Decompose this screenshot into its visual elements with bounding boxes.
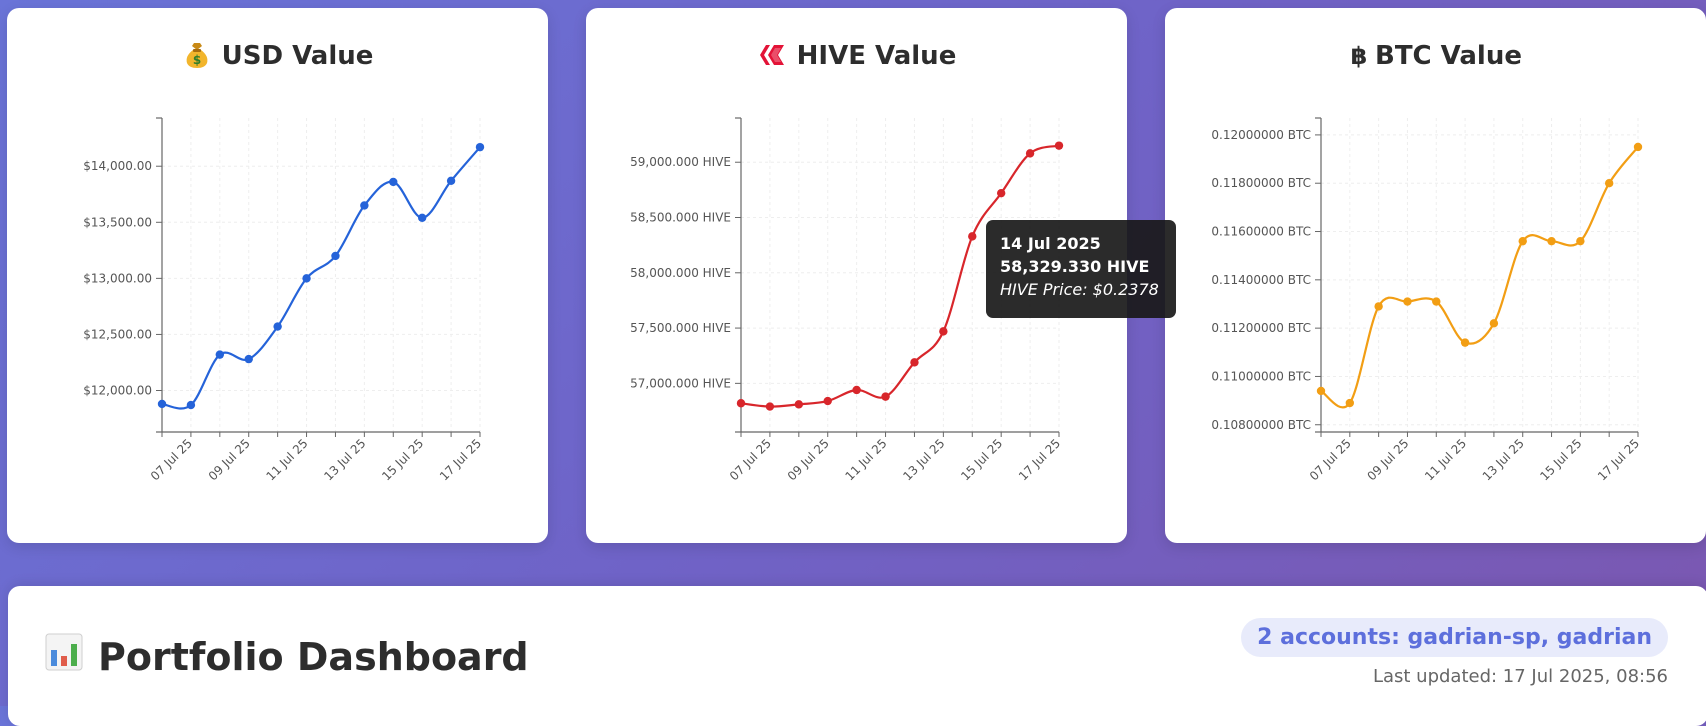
y-tick-label: 0.11600000 BTC xyxy=(1211,225,1311,239)
data-point xyxy=(1547,236,1556,246)
x-tick-label: 17 Jul 25 xyxy=(437,436,484,483)
data-point xyxy=(1432,297,1441,306)
y-tick-label: 58,500.000 HIVE xyxy=(630,211,731,225)
data-point xyxy=(475,142,485,152)
bitcoin-icon: ฿ xyxy=(1349,40,1369,70)
x-tick-label: 11 Jul 25 xyxy=(264,436,311,483)
y-tick-label: 0.12000000 BTC xyxy=(1211,128,1311,142)
x-tick-label: 09 Jul 25 xyxy=(785,436,832,483)
btc-chart-title-text: BTC Value xyxy=(1375,41,1522,71)
x-tick-label: 15 Jul 25 xyxy=(1537,436,1584,483)
hive-line-chart: 57,000.000 HIVE 57,500.000 HIVE 58,000.000… xyxy=(630,117,1064,483)
data-point xyxy=(215,350,225,359)
data-point xyxy=(1489,319,1499,328)
x-tick-label: 13 Jul 25 xyxy=(900,436,947,483)
x-tick-label: 13 Jul 25 xyxy=(321,436,368,483)
y-tick-label: 0.11200000 BTC xyxy=(1211,321,1311,335)
y-tick-label: 59,000.000 HIVE xyxy=(630,155,731,169)
data-point xyxy=(302,274,311,283)
x-tick-label: 09 Jul 25 xyxy=(1364,436,1411,483)
data-point xyxy=(417,213,427,223)
btc-chart-card: ฿ BTC Value 0.10800000 BTC 0.11000000 BTC… xyxy=(1165,8,1706,543)
data-point xyxy=(852,385,861,395)
x-tick-label: 07 Jul 25 xyxy=(727,436,774,483)
data-point xyxy=(910,358,919,367)
dashboard-title-text: Portfolio Dashboard xyxy=(98,634,529,679)
data-point xyxy=(939,327,948,336)
data-point xyxy=(1374,302,1383,311)
usd-line-chart: $12,000.00 $12,500.00 $13,000.00 $13,500.00… xyxy=(83,117,485,483)
tooltip-date: 14 Jul 2025 xyxy=(1000,234,1101,253)
x-tick-label: 17 Jul 25 xyxy=(1016,436,1063,483)
series-line xyxy=(1320,146,1639,409)
data-point xyxy=(1460,338,1470,347)
btc-chart-title: ฿ BTC Value xyxy=(1165,41,1706,72)
btc-line-chart: 0.10800000 BTC 0.11000000 BTC 0.11200000 B… xyxy=(1211,117,1643,483)
y-tick-label: 57,500.000 HIVE xyxy=(630,321,731,335)
tooltip-price: HIVE Price: $0.2378 xyxy=(1000,280,1159,299)
y-tick-label: 0.11400000 BTC xyxy=(1211,273,1311,287)
x-tick-label: 15 Jul 25 xyxy=(958,436,1005,483)
y-tick-label: 57,000.000 HIVE xyxy=(630,376,731,390)
data-point xyxy=(446,176,456,185)
data-point xyxy=(1633,142,1643,152)
y-tick-label: $13,000.00 xyxy=(83,271,152,285)
data-point xyxy=(186,400,196,410)
tooltip-value: 58,329.330 HIVE xyxy=(1000,257,1150,276)
data-point xyxy=(968,232,977,241)
data-point xyxy=(1345,398,1355,408)
y-tick-label: 58,000.000 HIVE xyxy=(630,266,731,280)
data-point xyxy=(1604,179,1614,188)
x-tick-label: 07 Jul 25 xyxy=(1307,436,1354,483)
data-point xyxy=(1316,386,1326,396)
data-point xyxy=(736,399,746,408)
svg-text:฿: ฿ xyxy=(1351,42,1368,70)
data-point xyxy=(1054,141,1064,150)
hive-chart-title-text: HIVE Value xyxy=(796,41,957,71)
x-tick-label: 17 Jul 25 xyxy=(1595,436,1642,483)
portfolio-dashboard-panel: Portfolio Dashboard 2 accounts: gadrian-… xyxy=(8,586,1706,726)
accounts-badge[interactable]: 2 accounts: gadrian-sp, gadrian xyxy=(1241,618,1668,657)
data-point xyxy=(1025,149,1035,158)
data-point xyxy=(244,354,253,364)
usd-chart-card: $ USD Value $12,000.00 $12,500.00 $13,000.… xyxy=(7,8,548,543)
dashboard-title: Portfolio Dashboard xyxy=(44,632,529,681)
data-point xyxy=(881,392,890,401)
x-tick-label: 09 Jul 25 xyxy=(206,436,253,483)
data-point xyxy=(389,177,398,187)
y-tick-label: $13,500.00 xyxy=(83,215,152,229)
usd-chart-title: $ USD Value xyxy=(7,41,548,72)
data-point xyxy=(331,251,340,261)
data-point xyxy=(1576,236,1585,246)
bar-chart-icon xyxy=(44,632,84,681)
y-tick-label: $12,500.00 xyxy=(83,327,152,341)
data-point xyxy=(794,400,804,409)
data-point xyxy=(360,201,369,210)
x-tick-label: 15 Jul 25 xyxy=(379,436,426,483)
data-point xyxy=(157,399,167,409)
data-point xyxy=(823,396,832,406)
hive-chart-title: HIVE Value xyxy=(586,41,1127,72)
y-tick-label: 0.11800000 BTC xyxy=(1211,176,1311,190)
chart-tooltip: 14 Jul 2025 58,329.330 HIVE HIVE Price: … xyxy=(986,220,1176,318)
x-tick-label: 11 Jul 25 xyxy=(843,436,890,483)
x-tick-label: 13 Jul 25 xyxy=(1480,436,1527,483)
data-point xyxy=(273,322,282,331)
usd-chart-title-text: USD Value xyxy=(221,41,374,71)
y-tick-label: 0.10800000 BTC xyxy=(1211,418,1311,432)
data-point xyxy=(1403,297,1412,306)
svg-text:$: $ xyxy=(192,53,200,67)
money-bag-icon: $ xyxy=(182,40,212,70)
hive-logo-icon xyxy=(757,40,787,70)
last-updated-text: Last updated: 17 Jul 2025, 08:56 xyxy=(1372,666,1668,687)
data-point xyxy=(765,402,775,411)
data-point xyxy=(996,188,1006,198)
data-point xyxy=(1518,236,1527,246)
y-tick-label: $14,000.00 xyxy=(83,159,152,173)
x-tick-label: 11 Jul 25 xyxy=(1422,436,1469,483)
y-tick-label: 0.11000000 BTC xyxy=(1211,369,1311,383)
x-tick-label: 07 Jul 25 xyxy=(148,436,195,483)
y-tick-label: $12,000.00 xyxy=(83,384,152,398)
series-line xyxy=(161,146,481,410)
